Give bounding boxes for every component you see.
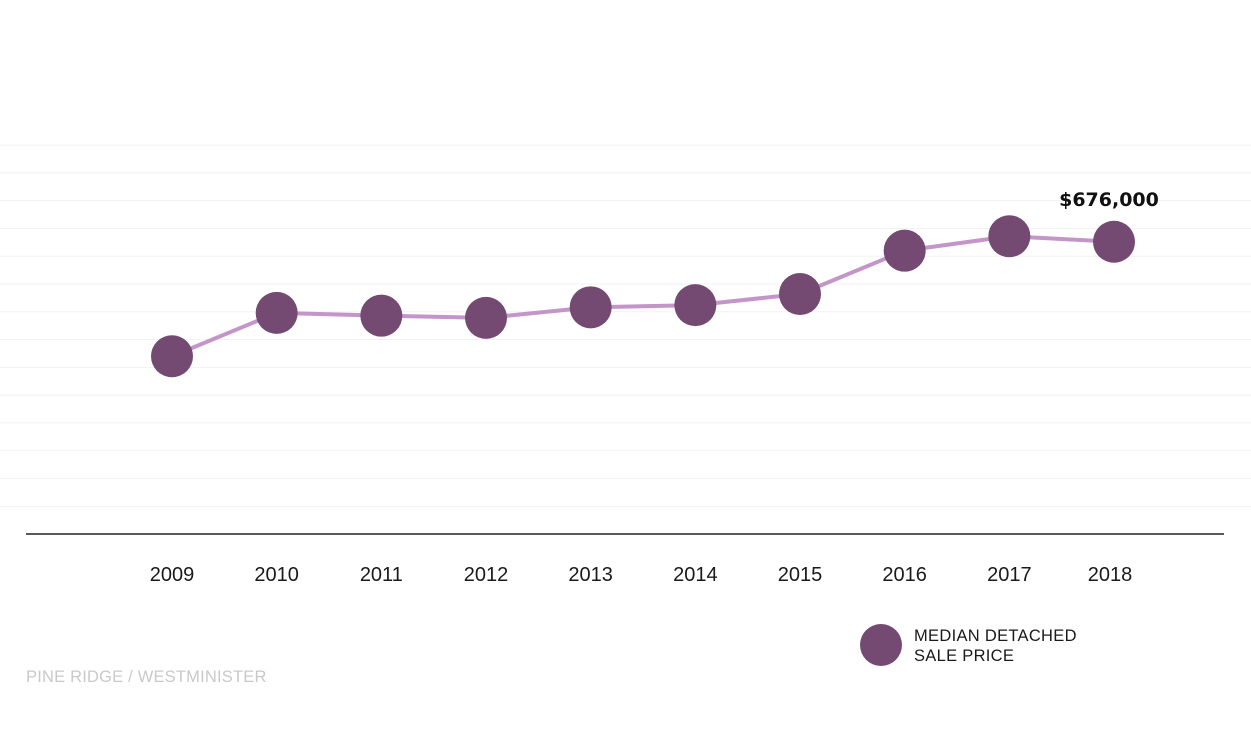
series-line-median-detached-sale-price <box>171 234 1115 359</box>
x-tick-label-2010: 2010 <box>254 564 299 586</box>
gridlines <box>0 144 1251 507</box>
data-point-2011 <box>360 294 403 337</box>
x-tick-label-2015: 2015 <box>778 564 823 586</box>
data-point-2012 <box>465 296 507 339</box>
legend-label-line1: MEDIAN DETACHED <box>914 627 1077 645</box>
data-points <box>151 215 1135 378</box>
legend-marker-circle <box>860 624 902 666</box>
legend-label-line2: SALE PRICE <box>914 647 1015 665</box>
x-tick-label-2009: 2009 <box>150 564 195 586</box>
x-tick-label-2016: 2016 <box>882 564 927 586</box>
value-callout-2018: $676,000 <box>1059 189 1159 211</box>
x-tick-label-2014: 2014 <box>673 564 718 586</box>
x-tick-label-2011: 2011 <box>360 564 403 586</box>
data-point-2010 <box>255 291 298 334</box>
data-point-2017 <box>988 215 1031 258</box>
x-tick-labels: 2009 2010 2011 2012 2013 2014 2015 2016 2017 2018 <box>150 564 1133 586</box>
data-point-2015 <box>779 273 821 315</box>
x-tick-label-2017: 2017 <box>987 564 1032 586</box>
data-point-2016 <box>883 229 926 272</box>
data-point-2009 <box>151 335 193 378</box>
source-label: PINE RIDGE / WESTMINISTER <box>26 668 267 686</box>
data-point-2014 <box>674 284 717 327</box>
x-tick-label-2018: 2018 <box>1088 564 1133 586</box>
x-tick-label-2013: 2013 <box>568 564 613 586</box>
data-point-2018 <box>1093 220 1135 263</box>
legend-label: MEDIAN DETACHED SALE PRICE <box>914 626 1114 666</box>
x-tick-label-2012: 2012 <box>464 564 509 586</box>
data-point-2013 <box>569 286 612 329</box>
